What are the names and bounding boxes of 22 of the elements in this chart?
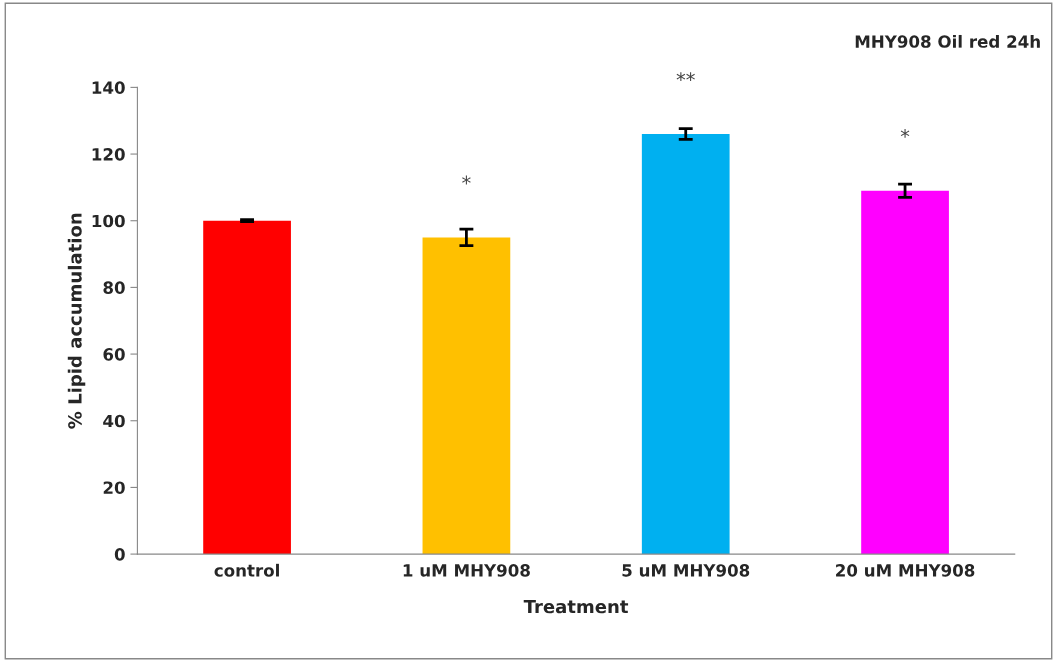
- x-axis-title: Treatment: [523, 599, 629, 614]
- chart-title: MHY908 Oil red 24h: [855, 34, 1040, 48]
- y-tick-label: 40: [103, 414, 125, 428]
- y-tick-label: 60: [103, 348, 125, 361]
- y-tick-label: 120: [92, 148, 125, 161]
- bar: [203, 220, 291, 555]
- annotation: *: [462, 175, 471, 185]
- bar: [422, 237, 511, 555]
- y-tick-label: 20: [103, 481, 125, 494]
- y-tick-label: 140: [92, 81, 125, 94]
- x-tick-label: 1 uM MHY908: [403, 564, 530, 577]
- x-tick-label: 5 uM MHY908: [622, 564, 750, 577]
- annotation: **: [676, 72, 695, 82]
- y-axis-title: % Lipid accumulation: [67, 213, 86, 429]
- bar: [641, 134, 730, 555]
- y-tick-label: 100: [92, 214, 125, 228]
- bar: [861, 190, 949, 555]
- y-tick-label: 0: [114, 548, 125, 561]
- annotation: *: [900, 128, 910, 138]
- x-tick-label: control: [214, 563, 279, 577]
- y-tick-label: 80: [103, 281, 125, 294]
- x-tick-label: 20 uM MHY908: [836, 564, 975, 577]
